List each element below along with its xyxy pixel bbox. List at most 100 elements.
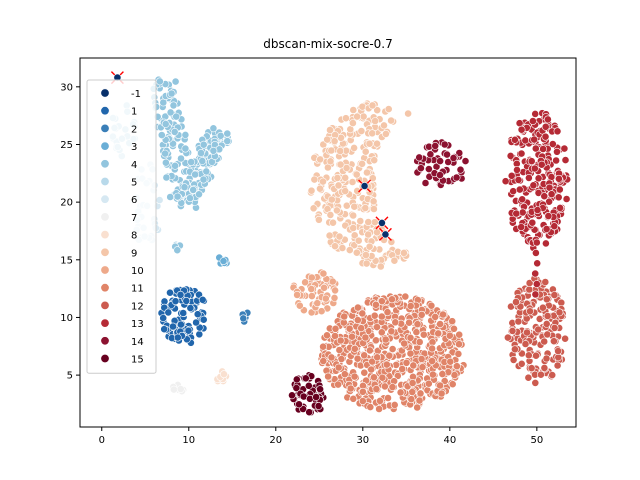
cluster-9-point <box>390 256 399 265</box>
cluster-11-point <box>371 300 380 309</box>
cluster-9-point <box>368 101 377 110</box>
y-tick-label: 20 <box>60 198 73 209</box>
cluster-11-point <box>428 344 436 353</box>
cluster-13-point <box>517 125 526 134</box>
cluster-11-point <box>424 379 433 388</box>
cluster-9-point <box>327 195 336 204</box>
cluster-9-point <box>354 236 363 245</box>
cluster-9-point <box>404 109 412 118</box>
cluster-9-point <box>326 157 335 166</box>
cluster-4-point <box>195 190 203 199</box>
cluster-9-point <box>381 129 390 138</box>
cluster-13-point <box>561 156 570 164</box>
cluster-11-point <box>319 342 327 351</box>
cluster-11-point <box>434 329 443 338</box>
cluster-12-point <box>555 308 564 317</box>
cluster-9-point <box>342 201 351 210</box>
cluster-10-point <box>313 299 322 308</box>
chart-title: dbscan-mix-socre-0.7 <box>263 37 393 51</box>
cluster-9-point <box>336 160 345 169</box>
legend-label: 15 <box>131 355 144 366</box>
cluster-15-point <box>314 402 323 410</box>
cluster-12-point <box>512 298 520 306</box>
cluster-12-point <box>548 371 557 379</box>
cluster-9-point <box>331 242 339 251</box>
cluster-1-point <box>160 325 169 334</box>
cluster-9-point <box>399 248 408 257</box>
legend-label: 8 <box>131 231 137 242</box>
cluster-14-point <box>452 173 461 182</box>
cluster-11-point <box>370 373 378 382</box>
legend-label: 4 <box>131 160 137 171</box>
cluster-11-point <box>392 360 400 369</box>
cluster-10-point <box>301 278 309 287</box>
cluster-11-point <box>402 358 411 367</box>
cluster-14-point <box>415 153 424 162</box>
legend-marker <box>100 336 110 346</box>
cluster-11-point <box>331 324 340 333</box>
cluster-12-point <box>511 345 519 354</box>
cluster-13-point <box>531 290 540 299</box>
cluster-11-point <box>353 316 362 324</box>
cluster-11-point <box>381 335 390 344</box>
cluster-11-point <box>385 351 394 360</box>
legend-label: -1 <box>131 89 141 100</box>
cluster-9-point <box>365 242 374 251</box>
legend-marker <box>100 230 110 240</box>
cluster-11-point <box>358 387 367 396</box>
outlier-point <box>378 218 386 227</box>
cluster-13-point <box>512 209 521 218</box>
cluster-12-point <box>523 328 531 337</box>
cluster-11-point <box>370 311 379 320</box>
cluster-9-point <box>387 116 395 125</box>
cluster-11-point <box>373 323 381 331</box>
legend-marker <box>100 123 110 133</box>
cluster-1-point <box>169 322 177 331</box>
cluster-14-point <box>436 157 444 165</box>
cluster-15-point <box>305 408 314 417</box>
cluster-12-point <box>540 363 549 372</box>
x-tick-label: 10 <box>182 435 195 446</box>
cluster-9-point <box>353 112 361 121</box>
cluster-11-point <box>365 346 374 355</box>
cluster-11-point <box>349 394 358 403</box>
cluster-11-point <box>416 389 425 398</box>
cluster-12-point <box>542 295 551 304</box>
legend-label: 5 <box>131 178 137 189</box>
cluster-13-point <box>529 117 537 125</box>
cluster-9-point <box>373 139 381 148</box>
cluster-4-point <box>161 149 169 158</box>
legend-marker <box>100 265 110 275</box>
cluster-14-point <box>456 165 465 174</box>
scatter-points <box>109 71 572 417</box>
legend-label: 3 <box>131 142 137 153</box>
cluster-1-point <box>192 318 200 327</box>
x-tick-label: 20 <box>269 435 282 446</box>
cluster-11-point <box>427 301 436 310</box>
cluster-1-point <box>199 315 208 324</box>
legend-label: 14 <box>131 337 144 348</box>
cluster-4-point <box>166 193 175 201</box>
cluster-11-point <box>340 312 349 321</box>
x-tick-label: 0 <box>99 435 105 446</box>
cluster-11-point <box>406 302 415 310</box>
legend-label: 11 <box>131 284 144 295</box>
cluster-4-point <box>209 146 218 155</box>
cluster-11-point <box>382 360 391 369</box>
cluster-13-point <box>506 151 515 160</box>
cluster-10-point <box>320 283 328 292</box>
cluster-11-point <box>366 403 375 411</box>
cluster-4-point <box>180 183 189 192</box>
cluster-13-point <box>545 183 554 192</box>
cluster-8-point <box>219 370 228 379</box>
cluster-11-point <box>428 357 436 365</box>
cluster-9-point <box>348 119 357 127</box>
cluster-11-point <box>323 331 331 340</box>
cluster-7-point <box>169 385 178 394</box>
cluster-1-point <box>198 295 207 304</box>
cluster-11-point <box>388 295 396 304</box>
cluster-13-point <box>537 160 546 169</box>
legend-marker <box>100 88 110 98</box>
